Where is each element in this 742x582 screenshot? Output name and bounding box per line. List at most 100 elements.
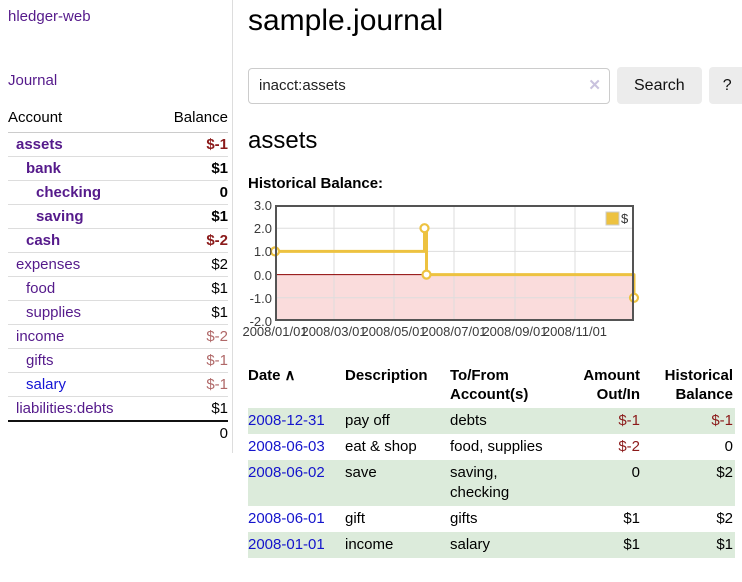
transaction-accounts: debts <box>450 412 487 429</box>
account-balance: 0 <box>153 180 228 205</box>
search-button[interactable]: Search <box>617 67 702 104</box>
account-row: expenses $2 <box>8 252 228 277</box>
account-link[interactable]: checking <box>36 184 102 201</box>
transaction-balance: $1 <box>716 536 733 553</box>
sidebar: hledger-web Journal Account Balance asse… <box>0 0 233 453</box>
transaction-accounts: salary <box>450 536 491 553</box>
register-col-amount: Amount Out/In <box>583 367 640 403</box>
account-row: food $1 <box>8 276 228 301</box>
account-link[interactable]: bank <box>26 160 62 177</box>
sort-ascending-icon: ∧ <box>284 367 296 384</box>
accounts-header-row: Account Balance <box>8 106 228 133</box>
help-button[interactable]: ? <box>708 67 742 104</box>
transaction-date-link[interactable]: 2008-06-02 <box>248 464 325 481</box>
register-col-date[interactable]: Date ∧ <box>248 367 296 384</box>
account-balance: $-2 <box>153 228 228 253</box>
account-balance: $1 <box>153 300 228 325</box>
transaction-date-link[interactable]: 2008-06-01 <box>248 510 325 527</box>
account-link[interactable]: liabilities:debts <box>16 400 114 417</box>
chart-title: Historical Balance: <box>248 175 384 192</box>
transaction-date-link[interactable]: 2008-06-03 <box>248 438 325 455</box>
account-balance: $1 <box>153 156 228 181</box>
register-row: 2008-06-01 gift gifts $1 $2 <box>248 506 735 532</box>
y-axis-tick-label: 3.0 <box>253 198 272 213</box>
historical-balance-chart[interactable]: $3.0 2.0 1.0 0.0 -1.0 -2.0 2008/01/01 2008/03/0… <box>242 199 728 347</box>
account-link[interactable]: income <box>16 328 65 345</box>
transaction-description: eat & shop <box>345 438 417 455</box>
account-link[interactable]: supplies <box>26 304 82 321</box>
account-balance: $1 <box>153 396 228 422</box>
brand-link[interactable]: hledger-web <box>8 8 91 25</box>
account-row: saving $1 <box>8 204 228 229</box>
account-link[interactable]: cash <box>26 232 61 249</box>
transaction-balance: $-1 <box>711 412 733 429</box>
transaction-balance: 0 <box>724 438 733 455</box>
transaction-amount: $-1 <box>618 412 640 429</box>
y-axis-tick-label: 1.0 <box>253 244 272 260</box>
account-balance: $1 <box>153 276 228 301</box>
account-link[interactable]: gifts <box>26 352 54 369</box>
transaction-amount: 0 <box>631 464 640 481</box>
account-link[interactable]: assets <box>16 136 63 153</box>
x-axis-tick-label: 2008/09/01 <box>482 324 548 339</box>
account-balance: $-1 <box>153 132 228 157</box>
x-axis-tick-label: 2008/07/01 <box>421 324 487 339</box>
svg-text:$: $ <box>621 211 629 226</box>
transaction-date-link[interactable]: 2008-12-31 <box>248 412 325 429</box>
x-axis-tick-label: 2008/11/01 <box>542 324 608 339</box>
accounts-col-account: Account <box>8 106 154 133</box>
sidebar-item-journal[interactable]: Journal <box>8 72 58 89</box>
register-table: Date ∧ Description To/From Account(s) Amo… <box>248 364 735 558</box>
account-row: salary $-1 <box>8 372 228 397</box>
account-balance: $1 <box>153 204 228 229</box>
account-row: cash $-2 <box>8 228 228 253</box>
transaction-accounts: saving, checking <box>450 464 510 501</box>
transaction-accounts: food, supplies <box>450 438 543 455</box>
y-axis-tick-label: -1.0 <box>249 290 272 306</box>
account-row: supplies $1 <box>8 300 228 325</box>
y-axis-tick-label: 0.0 <box>253 267 272 283</box>
x-axis-tick-label: 2008/03/01 <box>301 324 367 339</box>
account-balance: $-1 <box>153 372 228 397</box>
chart-canvas[interactable]: $ <box>269 205 640 321</box>
transaction-balance: $2 <box>716 510 733 527</box>
register-col-balance: Historical Balance <box>664 367 733 403</box>
page-title: sample.journal <box>248 4 444 37</box>
register-row: 2008-12-31 pay off debts $-1 $-1 <box>248 408 735 434</box>
account-row: bank $1 <box>8 156 228 181</box>
account-balance: $-2 <box>153 324 228 349</box>
account-link[interactable]: saving <box>36 208 84 225</box>
account-row: gifts $-1 <box>8 348 228 373</box>
transaction-description: pay off <box>345 412 390 429</box>
register-row: 2008-06-03 eat & shop food, supplies $-2… <box>248 434 735 460</box>
register-row: 2008-06-02 save saving, checking 0 $2 <box>248 460 735 506</box>
account-link[interactable]: salary <box>26 376 67 393</box>
search-form: ✕ Search ? <box>248 67 742 104</box>
main-content: sample.journal ✕ Search ? assets Histori… <box>233 0 742 558</box>
clear-search-icon[interactable]: ✕ <box>588 76 601 94</box>
account-row: checking 0 <box>8 180 228 205</box>
transaction-amount: $-2 <box>618 438 640 455</box>
y-axis-tick-label: 2.0 <box>253 221 272 237</box>
app-window: hledger-web Journal Account Balance asse… <box>0 0 742 558</box>
account-row: assets $-1 <box>8 132 228 157</box>
accounts-col-balance: Balance <box>153 106 228 133</box>
accounts-total-balance: 0 <box>153 420 228 445</box>
transaction-description: gift <box>345 510 366 527</box>
account-link[interactable]: food <box>26 280 56 297</box>
account-link[interactable]: expenses <box>16 256 81 273</box>
accounts-total-row: 0 <box>8 420 228 445</box>
transaction-amount: $1 <box>623 536 640 553</box>
accounts-table: Account Balance assets $-1 bank $1 check… <box>8 106 228 445</box>
account-balance: $2 <box>153 252 228 277</box>
account-row: liabilities:debts $1 <box>8 396 228 422</box>
x-axis-tick-label: 2008/05/01 <box>361 324 427 339</box>
transaction-description: income <box>345 536 394 553</box>
transaction-date-link[interactable]: 2008-01-01 <box>248 536 325 553</box>
account-title: assets <box>248 127 318 154</box>
transaction-amount: $1 <box>623 510 640 527</box>
search-input[interactable] <box>248 67 610 104</box>
register-col-description: Description <box>345 367 428 384</box>
y-axis-tick-label: -2.0 <box>249 314 272 329</box>
x-axis-tick-label: 2008/01/01 <box>242 324 308 339</box>
